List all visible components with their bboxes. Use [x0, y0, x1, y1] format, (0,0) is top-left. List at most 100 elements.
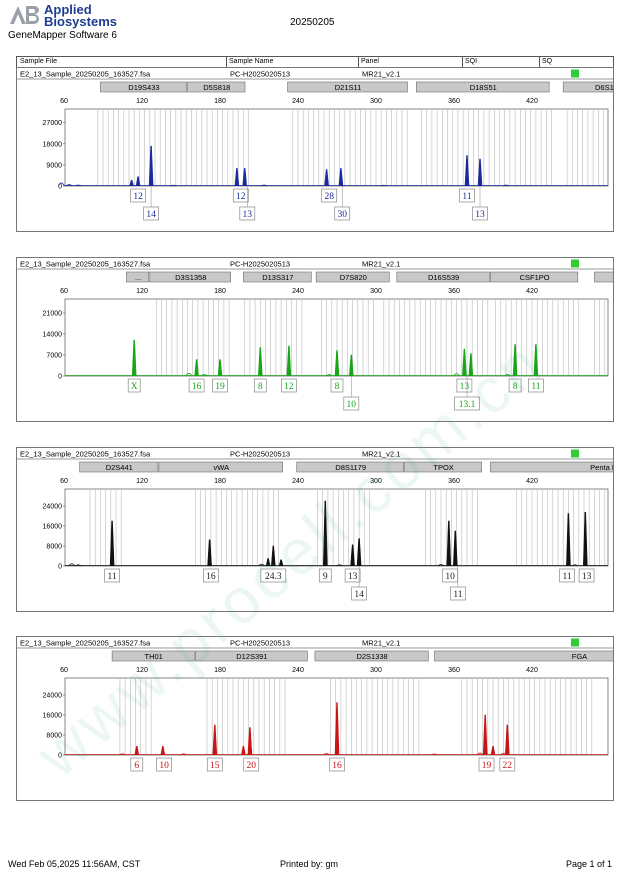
panel-name: MR21_v2.1 [362, 450, 400, 459]
allele-call-label: 13.1 [459, 400, 476, 410]
locus-bar [111, 650, 195, 662]
allele-call-label: 6 [134, 761, 139, 771]
locus-bar [434, 650, 613, 662]
allele-peak [129, 179, 134, 187]
allele-label-box [334, 206, 351, 221]
allele-call-label: 19 [482, 761, 492, 771]
allele-label-box [343, 396, 360, 411]
allele-peak [356, 538, 362, 567]
allele-label-box [104, 568, 120, 583]
locus-label: D6S1043 [595, 83, 613, 92]
locus-bar [404, 461, 482, 473]
sample-name: PC-H2025020513 [230, 450, 290, 459]
allele-label-box [203, 568, 219, 583]
allele-peak [135, 176, 141, 187]
allele-peak [160, 745, 166, 756]
allele-peak [464, 155, 470, 187]
noise-peak [65, 184, 73, 187]
noise-peak [58, 182, 65, 187]
allele-call-label: 13 [460, 382, 470, 392]
allele-peak [258, 347, 263, 377]
electropherogram-svg: E2_13_Sample_20250205_163527.fsa PC-H2025… [17, 449, 613, 601]
allele-peak [505, 724, 510, 756]
software-name: GeneMapper Software 6 [8, 30, 117, 41]
allele-label-box [127, 378, 141, 393]
allele-call-label: 12 [236, 192, 246, 202]
x-tick-label: 60 [60, 478, 68, 485]
plot-area [64, 108, 609, 187]
allele-label-box [578, 568, 595, 583]
locus-bar [594, 271, 613, 283]
allele-label-box [450, 586, 466, 601]
x-tick-label: 180 [214, 288, 226, 295]
allele-call-label: 16 [332, 761, 342, 771]
allele-call-label: 10 [159, 761, 169, 771]
allele-label-box [253, 378, 267, 393]
locus-label: D5S818 [203, 83, 230, 92]
locus-label: TH01 [145, 652, 163, 661]
column-header-sample-name: Sample Name [229, 58, 274, 65]
x-tick-label: 240 [292, 478, 304, 485]
allele-label-box [351, 586, 367, 601]
allele-call-label: 13 [475, 210, 485, 220]
sample-file-name: E2_13_Sample_20250205_163527.fsa [20, 639, 151, 648]
x-tick-label: 360 [448, 288, 460, 295]
column-header-sq: SQ [542, 58, 553, 65]
sample-name: PC-H2025020513 [230, 260, 290, 269]
locus-label: ... [135, 273, 141, 282]
allele-peak [194, 359, 199, 377]
noise-peak [75, 564, 82, 567]
locus-label: D2S1338 [356, 652, 387, 661]
allele-peak [207, 539, 212, 567]
allele-label-box [239, 206, 256, 221]
panel-name: MR21_v2.1 [362, 639, 400, 648]
allele-label-box [559, 568, 575, 583]
sq-status-indicator [571, 638, 579, 647]
noise-peak [571, 564, 579, 567]
y-tick-label: 0 [58, 564, 62, 571]
allele-label-box [143, 206, 159, 221]
locus-label: D8S1179 [335, 463, 366, 472]
sample-panel-1: E2_13_Sample_20250205_163527.fsa PC-H2025… [16, 67, 614, 232]
x-tick-label: 240 [292, 288, 304, 295]
locus-label: D12S391 [236, 652, 267, 661]
allele-call-label: 10 [445, 572, 455, 582]
noise-peak [502, 184, 510, 187]
column-header-sqi: SQI [465, 58, 478, 65]
x-tick-label: 360 [448, 98, 460, 105]
x-tick-label: 360 [448, 478, 460, 485]
noise-peak [201, 374, 208, 377]
locus-bar [490, 461, 613, 473]
allele-peak [334, 702, 340, 756]
x-tick-label: 120 [136, 98, 148, 105]
locus-label: TPOX [433, 463, 453, 472]
plot-area [64, 488, 609, 567]
sample-name: PC-H2025020513 [230, 70, 290, 79]
allele-peak [446, 520, 452, 567]
allele-peak [583, 511, 588, 567]
y-tick-label: 16000 [43, 713, 63, 720]
allele-peak [349, 354, 354, 377]
allele-label-box [330, 378, 344, 393]
allele-call-label: 11 [462, 192, 471, 202]
noise-peak [476, 752, 484, 756]
allele-label-box [206, 757, 223, 772]
locus-label: D2S441 [106, 463, 133, 472]
locus-bar [126, 271, 150, 283]
noise-peak [68, 563, 76, 567]
y-tick-label: 14000 [43, 332, 63, 339]
y-tick-label: 18000 [43, 141, 63, 148]
allele-call-label: 12 [133, 192, 143, 202]
allele-peak [468, 353, 474, 377]
allele-peak [338, 168, 344, 187]
noise-peak [258, 563, 265, 567]
x-tick-label: 300 [370, 98, 382, 105]
locus-bar [158, 461, 283, 473]
allele-peak [265, 558, 271, 567]
locus-bar [195, 650, 308, 662]
allele-call-label: 13 [243, 210, 253, 220]
allele-label-box [456, 378, 473, 393]
x-tick-label: 420 [526, 667, 538, 674]
allele-label-box [472, 206, 488, 221]
x-tick-label: 240 [292, 98, 304, 105]
